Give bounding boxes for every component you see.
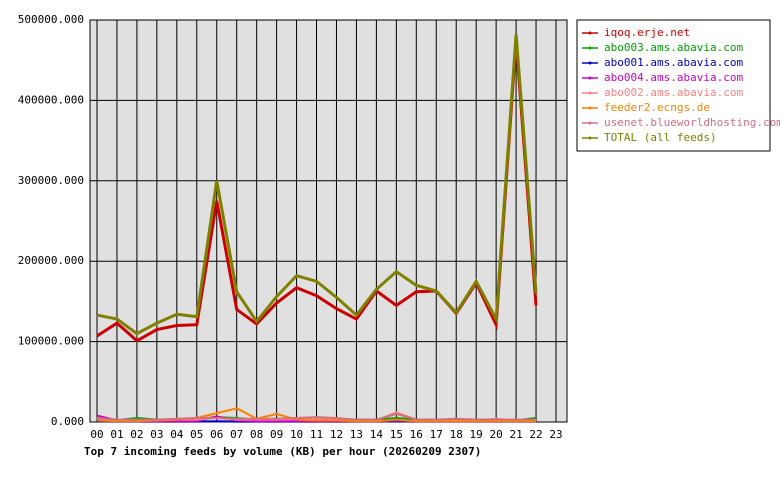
x-tick-label: 14 (370, 428, 384, 441)
legend-label: abo001.ams.abavia.com (604, 56, 743, 69)
x-tick-label: 23 (549, 428, 562, 441)
x-tick-label: 22 (529, 428, 542, 441)
legend-dot (589, 32, 592, 35)
x-tick-label: 00 (90, 428, 103, 441)
x-tick-label: 06 (210, 428, 223, 441)
legend-label: iqoq.erje.net (604, 26, 690, 39)
y-tick-label: 500000.000 (18, 13, 84, 26)
y-tick-label: 300000.000 (18, 174, 84, 187)
x-tick-label: 08 (250, 428, 263, 441)
legend-dot (589, 92, 592, 95)
legend-label: abo002.ams.abavia.com (604, 86, 743, 99)
legend-dot (589, 77, 592, 80)
x-tick-label: 11 (310, 428, 323, 441)
x-tick-label: 02 (130, 428, 143, 441)
x-tick-label: 19 (470, 428, 483, 441)
plot-area (90, 20, 567, 422)
legend-dot (589, 47, 592, 50)
x-tick-label: 12 (330, 428, 343, 441)
x-tick-label: 17 (430, 428, 443, 441)
x-tick-label: 01 (110, 428, 123, 441)
legend-label: abo004.ams.abavia.com (604, 71, 743, 84)
x-tick-label: 21 (509, 428, 522, 441)
y-tick-label: 200000.000 (18, 254, 84, 267)
y-tick-label: 0.000 (51, 415, 84, 428)
legend-label: feeder2.ecngs.de (604, 101, 710, 114)
legend-label: usenet.blueworldhosting.com (604, 116, 780, 129)
x-tick-label: 10 (290, 428, 303, 441)
x-tick-label: 03 (150, 428, 163, 441)
legend-dot (589, 137, 592, 140)
legend-dot (589, 62, 592, 65)
legend-dot (589, 122, 592, 125)
x-tick-label: 07 (230, 428, 243, 441)
legend-label: abo003.ams.abavia.com (604, 41, 743, 54)
y-tick-label: 400000.000 (18, 93, 84, 106)
x-tick-label: 15 (390, 428, 403, 441)
legend-label: TOTAL (all feeds) (604, 131, 717, 144)
x-tick-label: 13 (350, 428, 363, 441)
x-tick-label: 04 (170, 428, 184, 441)
y-tick-label: 100000.000 (18, 335, 84, 348)
x-tick-label: 20 (490, 428, 503, 441)
x-tick-label: 09 (270, 428, 283, 441)
chart-title: Top 7 incoming feeds by volume (KB) per … (84, 445, 481, 458)
x-tick-label: 16 (410, 428, 423, 441)
x-tick-label: 05 (190, 428, 203, 441)
legend-dot (589, 107, 592, 110)
x-tick-label: 18 (450, 428, 463, 441)
